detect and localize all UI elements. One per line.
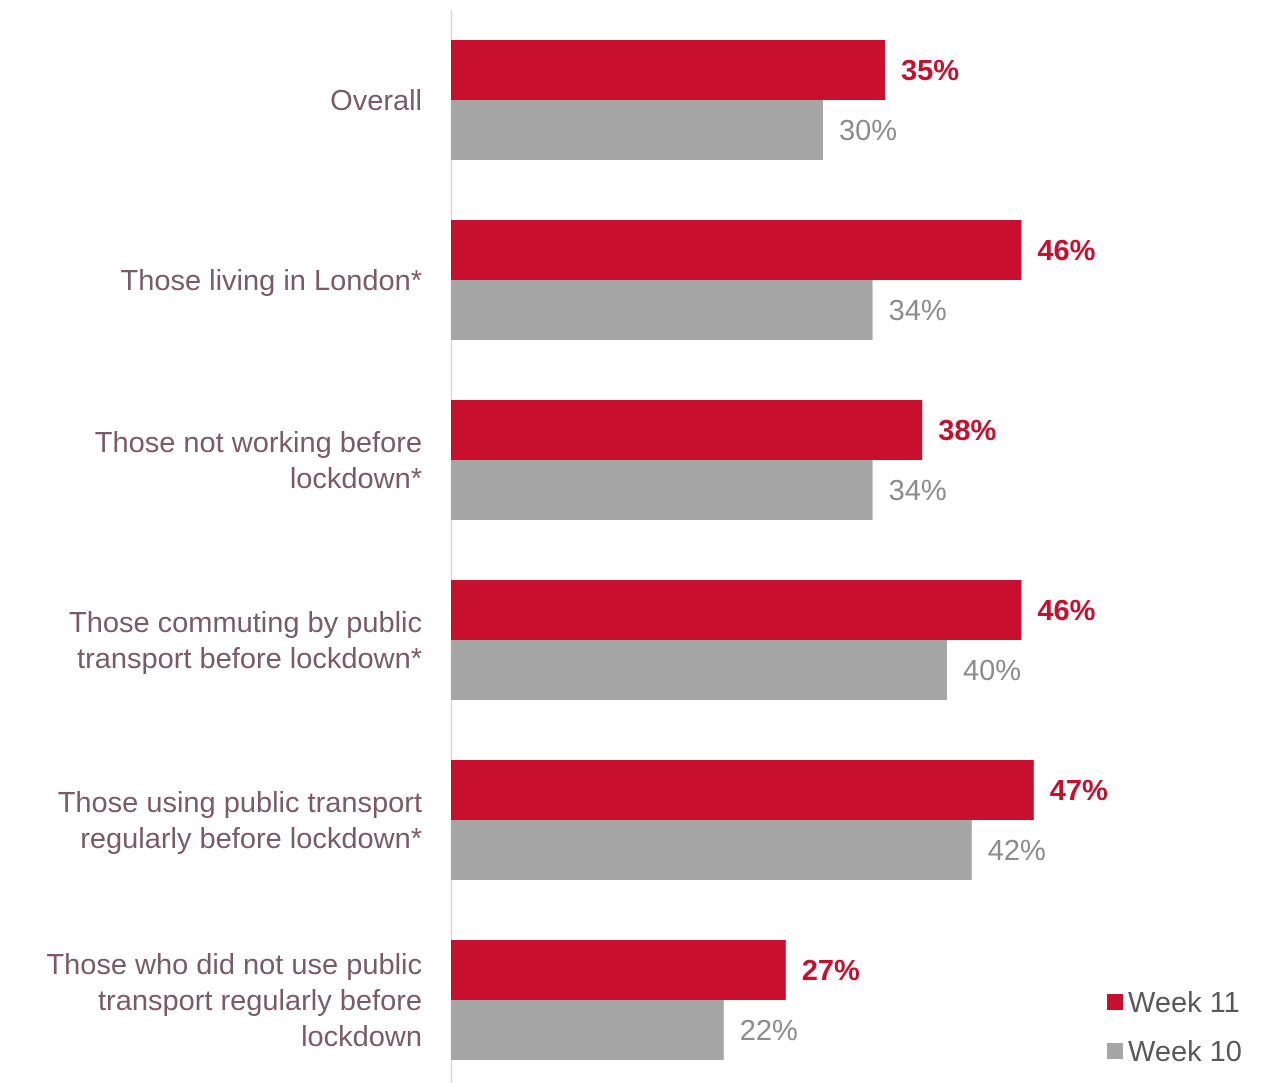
legend-label-week11: Week 11: [1128, 987, 1240, 1019]
bar-week11: [451, 760, 1034, 820]
bar-week10: [451, 640, 947, 700]
legend: Week 11 Week 10: [1107, 987, 1242, 1068]
bar-week11: [451, 220, 1022, 280]
data-label-week10: 34%: [889, 295, 947, 327]
category-label: regularly before lockdown*: [80, 823, 422, 855]
bar-week10: [451, 280, 873, 340]
category-label: lockdown: [301, 1021, 422, 1053]
category-label: Those who did not use public: [46, 949, 422, 981]
data-label-week11: 38%: [938, 415, 996, 447]
data-label-week10: 22%: [740, 1015, 798, 1047]
data-label-week10: 40%: [963, 655, 1021, 687]
category-label: transport before lockdown*: [77, 643, 422, 675]
category-label: Those commuting by public: [69, 607, 422, 639]
labels-layer: Overall 35%30% Those living in London* 46% 3…: [46, 55, 1108, 1053]
data-label-week11: 47%: [1050, 775, 1108, 807]
data-label-week11: 46%: [1037, 595, 1095, 627]
category-label: Overall: [330, 85, 422, 117]
legend-label-week10: Week 10: [1128, 1036, 1242, 1068]
category-label: Those not working before: [95, 427, 422, 459]
bar-week10: [451, 100, 823, 160]
data-label-week11: 35%: [901, 55, 959, 87]
bar-week11: [451, 400, 923, 460]
category-label: Those living in London*: [121, 265, 422, 297]
bar-week11: [451, 40, 885, 100]
category-label: Those using public transport: [58, 787, 422, 819]
data-label-week11: 27%: [802, 955, 860, 987]
data-label-week10: 34%: [889, 475, 947, 507]
legend-swatch-week11: [1107, 994, 1123, 1010]
data-label-week10: 42%: [988, 835, 1046, 867]
bar-week10: [451, 1000, 724, 1060]
data-label-week10: 30%: [839, 115, 897, 147]
bar-week10: [451, 460, 873, 520]
legend-swatch-week10: [1107, 1043, 1123, 1059]
bar-week10: [451, 820, 972, 880]
category-label: transport regularly before: [98, 985, 422, 1017]
bar-week11: [451, 940, 786, 1000]
data-label-week11: 46%: [1037, 235, 1095, 267]
category-label: lockdown*: [290, 463, 422, 495]
bars-layer: [451, 40, 1034, 1060]
bar-week11: [451, 580, 1022, 640]
